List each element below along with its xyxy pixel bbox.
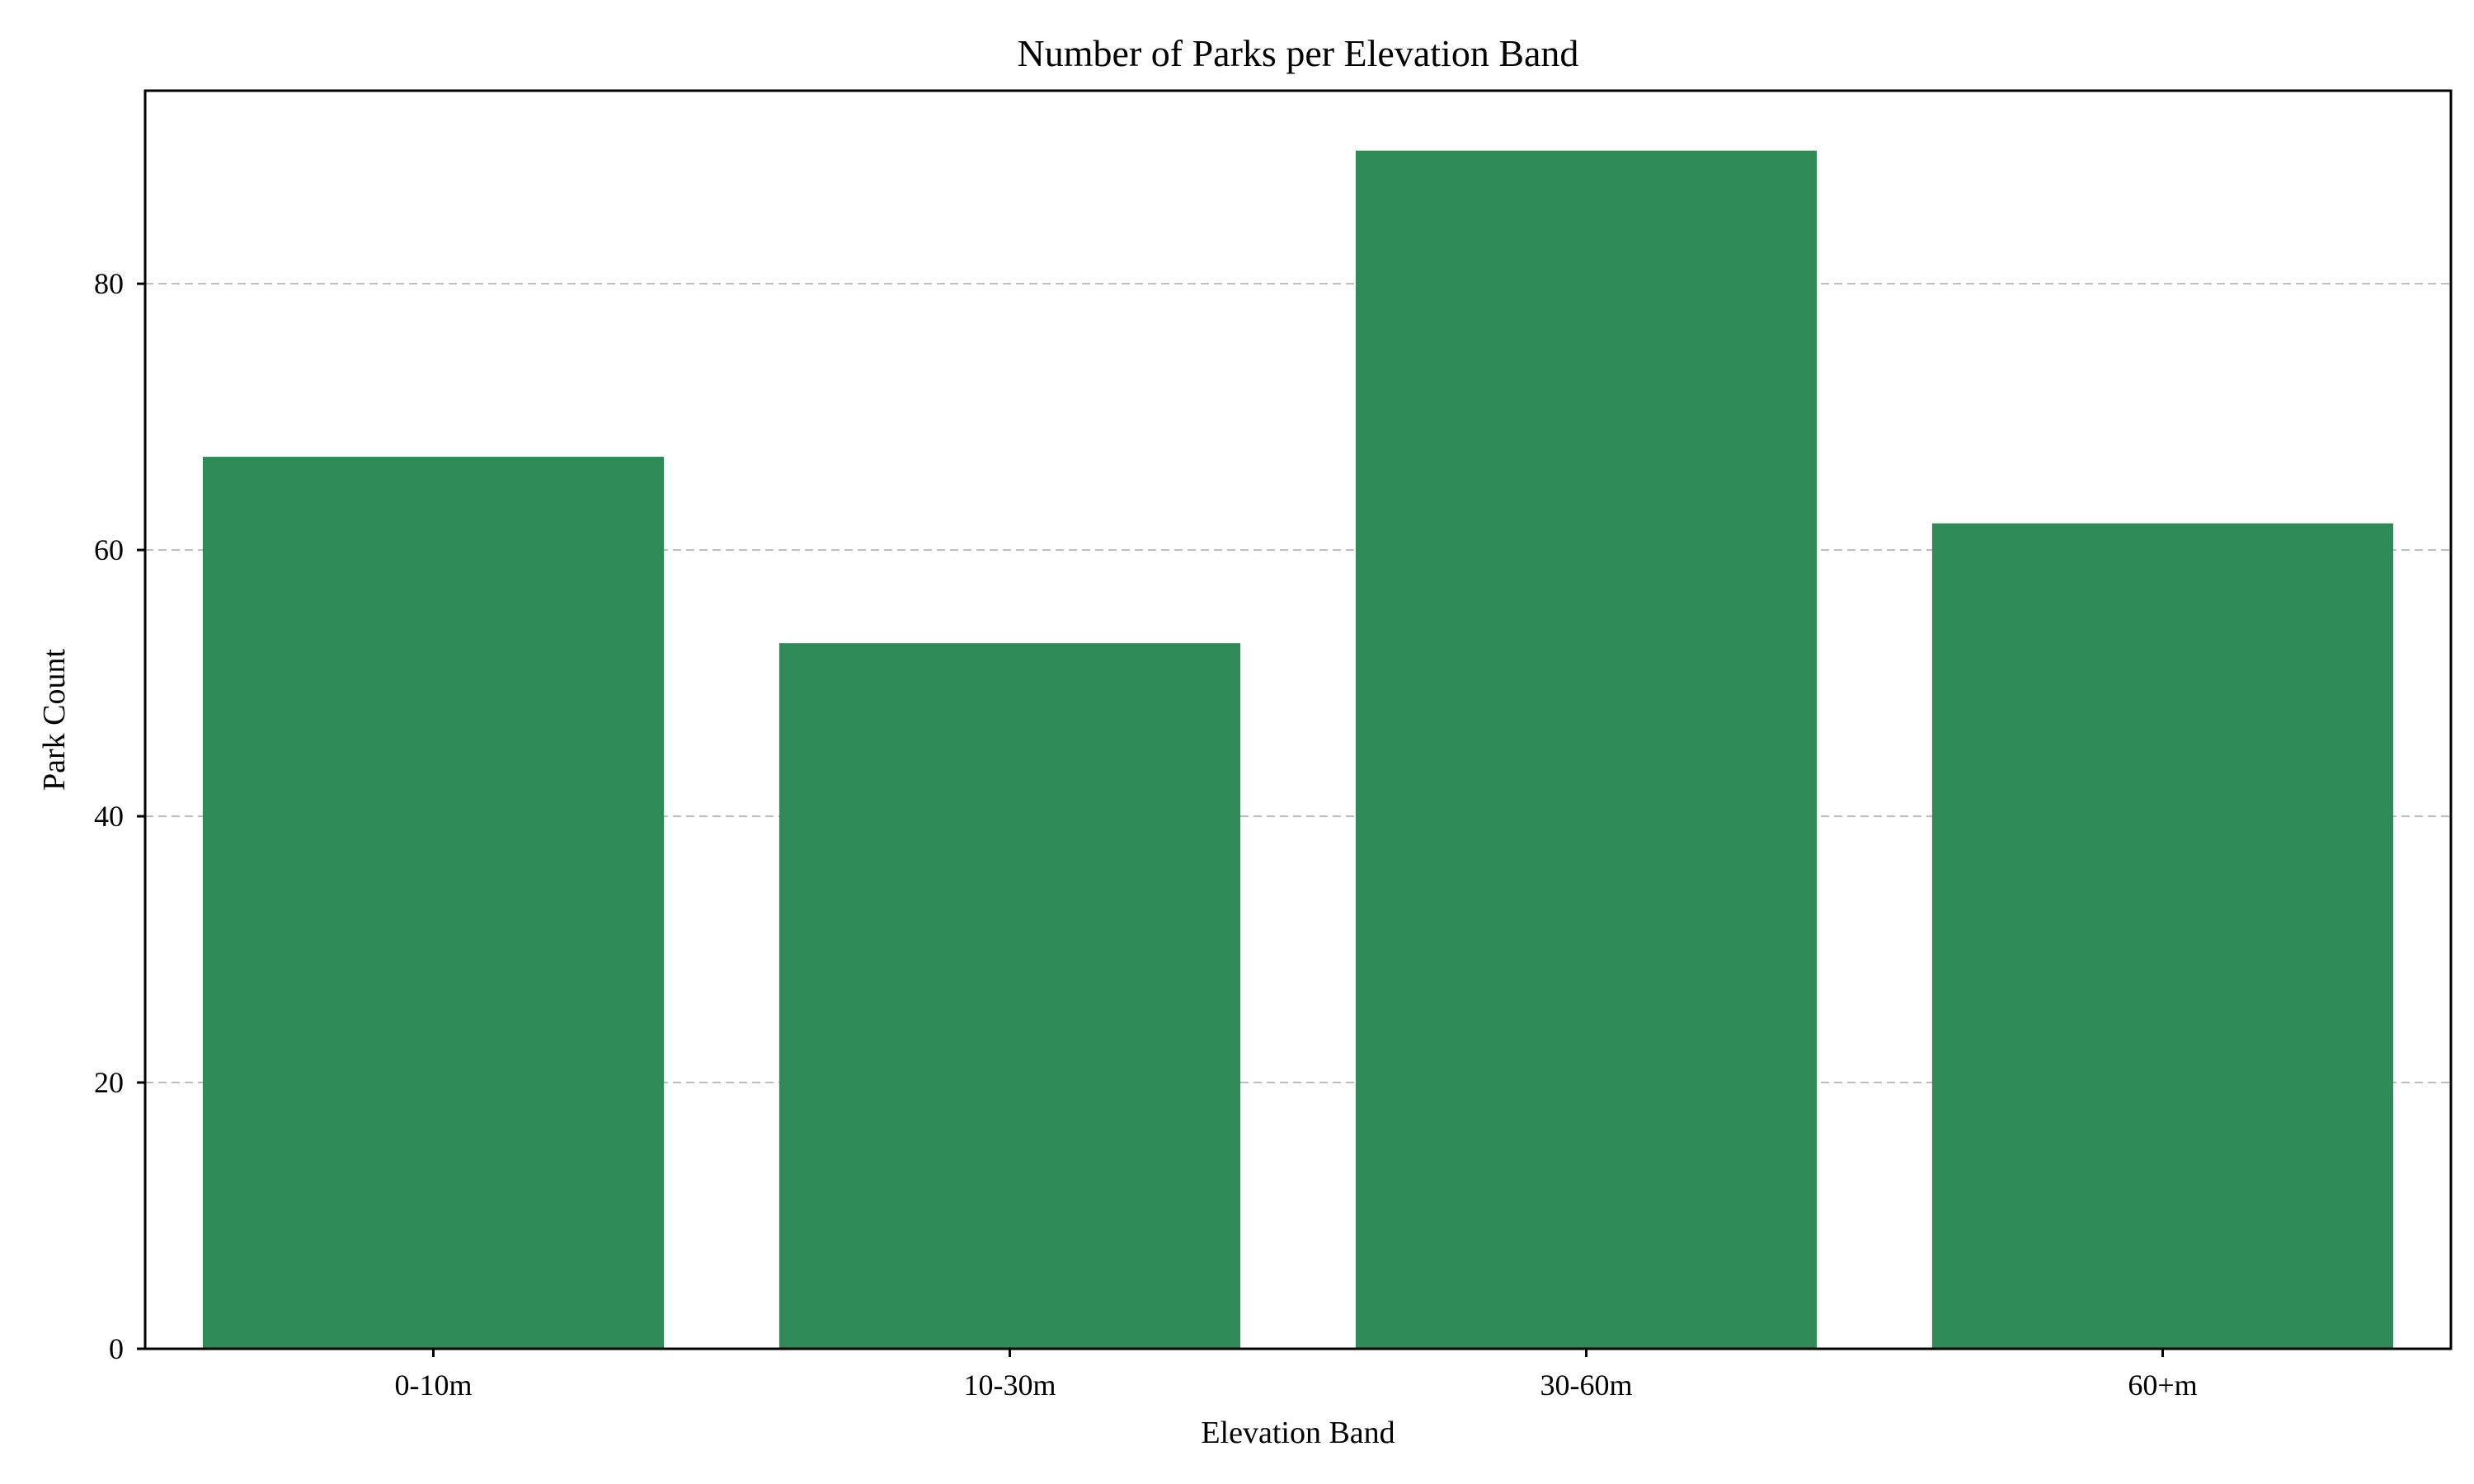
y-tick-label: 0 xyxy=(109,1332,124,1365)
y-ticks: 0 20 40 60 80 xyxy=(94,267,145,1365)
chart-title: Number of Parks per Elevation Band xyxy=(1018,32,1579,74)
x-axis-label: Elevation Band xyxy=(1201,1416,1395,1450)
y-tick-label: 80 xyxy=(94,267,124,300)
axes xyxy=(143,89,2453,1350)
bar-10-30m xyxy=(778,643,1241,1349)
y-tick-label: 20 xyxy=(94,1066,124,1099)
y-tick-label: 60 xyxy=(94,533,124,566)
bar-60+m xyxy=(1931,523,2394,1349)
x-tick-label: 0-10m xyxy=(395,1369,473,1402)
bar-30-60m xyxy=(1355,150,1818,1350)
x-tick-label: 30-60m xyxy=(1540,1369,1633,1402)
y-tick-label: 40 xyxy=(94,800,124,833)
bar-0-10m xyxy=(202,457,665,1349)
x-ticks: 0-10m 10-30m 30-60m 60+m xyxy=(395,1349,2198,1402)
bars xyxy=(202,150,2394,1350)
x-tick-label: 10-30m xyxy=(964,1369,1056,1402)
plot-frame xyxy=(143,89,2453,1350)
x-tick-label: 60+m xyxy=(2128,1369,2197,1402)
y-axis-label: Park Count xyxy=(37,649,72,791)
